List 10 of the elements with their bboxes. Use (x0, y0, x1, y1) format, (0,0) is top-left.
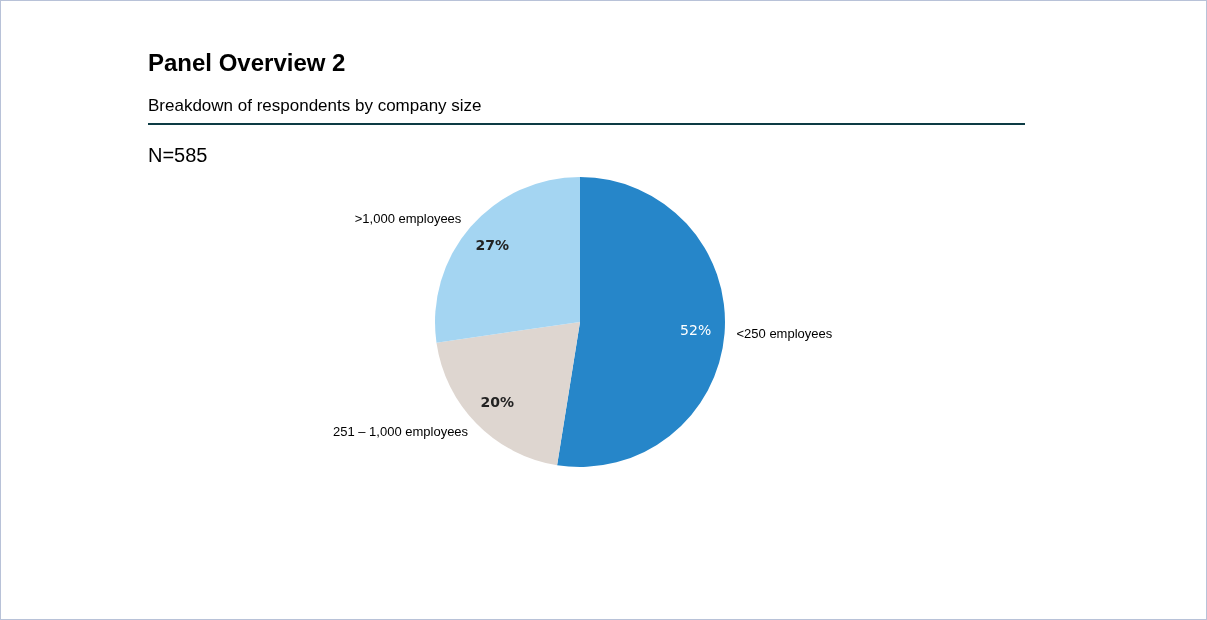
chart-subtitle: Breakdown of respondents by company size (148, 96, 482, 115)
slice-label: 251 – 1,000 employees (332, 423, 469, 439)
data-label: 52% (680, 322, 712, 339)
slice-label: >1,000 employees (354, 210, 462, 226)
pie-slice (557, 177, 725, 467)
data-label: 27% (475, 237, 510, 254)
chart-title: Panel Overview 2 (148, 49, 346, 76)
text: N=585 (148, 144, 208, 166)
data-label: 20% (480, 394, 515, 411)
slice-label: <250 employees (736, 325, 833, 341)
